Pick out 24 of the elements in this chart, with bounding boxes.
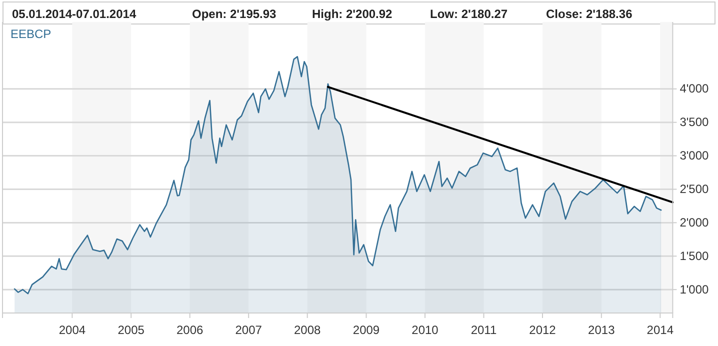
x-tick-label: 2007 — [235, 323, 262, 338]
x-tick-label: 2008 — [294, 323, 322, 338]
x-tick-label: 2011 — [470, 323, 497, 338]
x-tick-label: 2005 — [118, 323, 145, 338]
x-tick-label: 2012 — [529, 323, 556, 338]
text: Open: 2'195.93 — [192, 7, 277, 21]
y-tick-label: 1'000 — [680, 282, 710, 296]
text: EEBCP — [10, 27, 52, 41]
x-tick-label: 2009 — [352, 323, 380, 338]
x-tick-label: 2010 — [412, 323, 439, 338]
x-tick-label: 2013 — [588, 323, 616, 338]
x-tick-label: 2004 — [58, 323, 86, 338]
y-tick-label: 3'500 — [680, 115, 710, 130]
y-tick-label: 4'000 — [680, 82, 710, 96]
y-tick-label: 2'500 — [680, 182, 710, 196]
text: Low: 2'180.27 — [430, 7, 508, 21]
y-tick-label: 3'000 — [680, 148, 710, 163]
text: Close: 2'188.36 — [546, 7, 633, 21]
y-tick-label: 2'000 — [680, 216, 710, 230]
text: High: 2'200.92 — [312, 7, 393, 21]
x-tick-label: 2014 — [646, 323, 674, 338]
text: 05.01.2014-07.01.2014 — [12, 7, 136, 21]
y-tick-label: 1'500 — [680, 248, 710, 263]
x-tick-label: 2006 — [176, 323, 204, 338]
